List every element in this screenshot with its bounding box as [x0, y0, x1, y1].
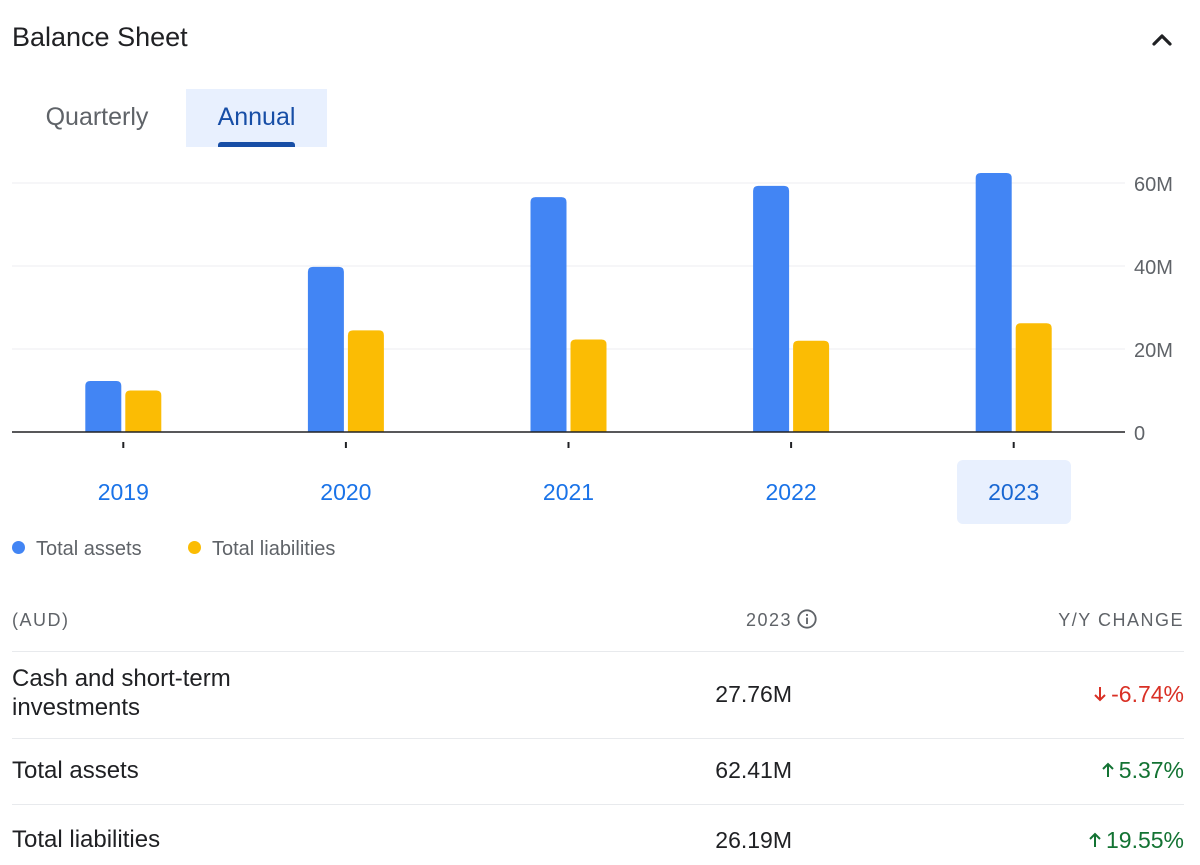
y-tick-label: 40M	[1134, 257, 1173, 279]
bar-total-assets-2021	[530, 197, 567, 432]
bar-total-liabilities-2022	[793, 340, 830, 432]
row-value: 62.41M	[715, 757, 792, 783]
arrow-up-icon	[1089, 832, 1101, 847]
bar-total-assets-2020	[307, 266, 344, 432]
year-button-2021[interactable]: 2021	[542, 479, 595, 505]
year-selector: 2019 2020 2021 2022 2023	[0, 460, 1200, 526]
legend-dot-icon	[12, 541, 25, 555]
arrow-down-icon	[1094, 686, 1106, 702]
year-button-2020[interactable]: 2020	[320, 479, 372, 505]
legend-label: Total assets	[36, 538, 142, 560]
bar-total-assets-2019	[85, 380, 122, 432]
row-change-value: 5.37%	[1118, 757, 1184, 783]
arrow-up-icon	[1102, 762, 1114, 777]
row-change: -6.74%	[1092, 681, 1184, 708]
table-row: Cash and short-term investments 27.76M -…	[12, 652, 1184, 739]
year-button-2023[interactable]: 2023	[956, 460, 1071, 524]
tab-selected-indicator	[218, 142, 295, 147]
table-row: Total liabilities 26.19M 19.55%	[12, 805, 1184, 865]
y-tick-label: 0	[1134, 423, 1145, 445]
row-change-value: -6.74%	[1111, 681, 1184, 707]
currency-label: (AUD)	[12, 610, 70, 630]
section-title: Balance Sheet	[12, 22, 188, 52]
info-button[interactable]	[796, 608, 818, 630]
legend-item-total-assets: Total assets	[12, 536, 142, 562]
y-tick-label: 60M	[1134, 174, 1173, 196]
tab-annual[interactable]: Annual	[186, 89, 327, 147]
section-header: Balance Sheet	[12, 0, 1188, 78]
bar-total-assets-2023	[975, 172, 1012, 432]
table-row: Total assets 62.41M 5.37%	[12, 739, 1184, 805]
bar-total-liabilities-2020	[347, 330, 384, 432]
tab-quarterly[interactable]: Quarterly	[45, 103, 149, 131]
row-change: 5.37%	[1100, 757, 1184, 784]
row-value: 27.76M	[715, 681, 792, 707]
column-yy-change: Y/Y CHANGE	[1058, 610, 1184, 630]
tab-annual-label: Annual	[217, 103, 296, 131]
row-change: 19.55%	[1087, 827, 1184, 854]
bar-total-liabilities-2023	[1015, 323, 1052, 432]
collapse-button[interactable]	[1146, 24, 1178, 56]
chevron-up-icon	[1152, 34, 1172, 46]
row-label: Cash and short-term investments	[12, 665, 231, 721]
legend-dot-icon	[188, 541, 201, 555]
balance-table: (AUD) 2023 Y/Y CHANGE Cash and short-ter…	[12, 598, 1184, 865]
bar-total-liabilities-2019	[125, 390, 162, 432]
row-change-value: 19.55%	[1105, 827, 1184, 853]
row-label: Total assets	[12, 757, 139, 784]
legend-label: Total liabilities	[212, 538, 336, 560]
bar-total-assets-2022	[753, 185, 790, 432]
year-button-2022[interactable]: 2022	[765, 479, 817, 505]
row-value: 26.19M	[715, 827, 792, 853]
bar-total-liabilities-2021	[570, 339, 607, 432]
year-button-2019[interactable]: 2019	[97, 479, 149, 505]
table-header: (AUD) 2023 Y/Y CHANGE	[12, 598, 1184, 652]
balance-chart: 0 20M 40M 60M	[12, 172, 1173, 448]
info-icon	[797, 609, 817, 629]
row-label: Total liabilities	[12, 826, 161, 853]
y-tick-label: 20M	[1134, 340, 1173, 362]
column-year: 2023	[745, 610, 792, 630]
legend-item-total-liabilities: Total liabilities	[188, 536, 335, 562]
